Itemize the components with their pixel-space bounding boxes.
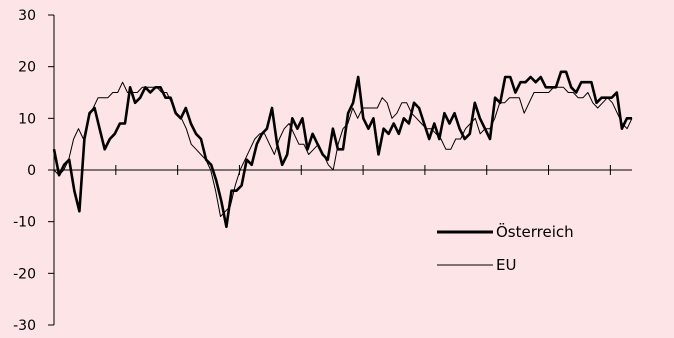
y-tick-label: 10 — [18, 111, 36, 127]
series-lines — [52, 70, 633, 229]
series-line-eu — [53, 81, 633, 217]
axes: 30 20 10 0 -10 -20 -30 — [13, 8, 632, 334]
legend-label-osterreich: Österreich — [496, 222, 574, 241]
y-tick-label: 20 — [18, 60, 36, 76]
y-tick-label: 0 — [27, 163, 36, 179]
y-tick-label: -30 — [13, 318, 36, 334]
legend-label-eu: EU — [496, 256, 516, 274]
y-tick-label: -10 — [13, 215, 36, 231]
y-tick-label: -20 — [13, 266, 36, 282]
legend: Österreich EU — [437, 222, 574, 274]
series-line-osterreich — [52, 70, 632, 229]
y-tick-label: 30 — [18, 8, 36, 24]
